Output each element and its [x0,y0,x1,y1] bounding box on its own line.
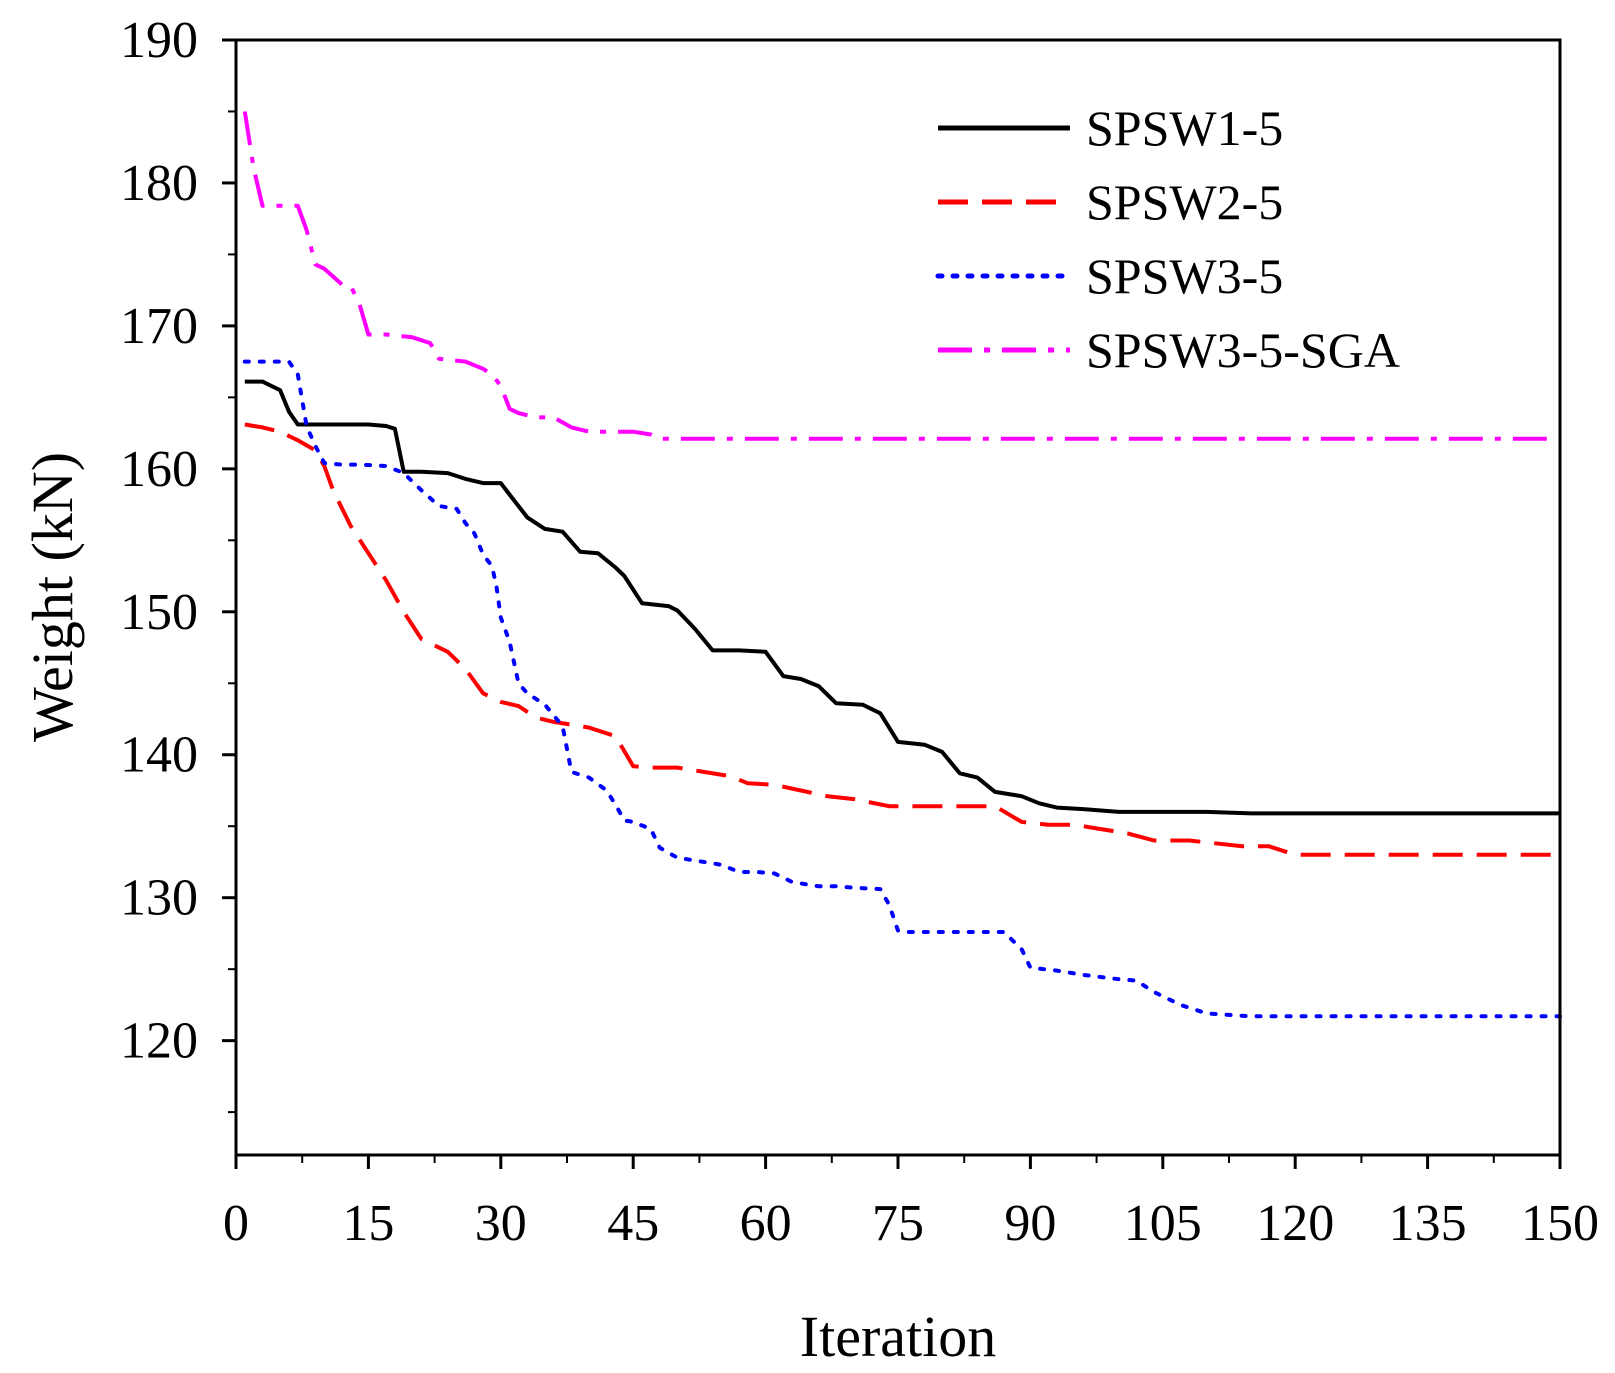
x-tick-label: 60 [740,1195,792,1252]
x-tick-label: 105 [1124,1195,1202,1252]
y-tick-label: 190 [120,12,198,69]
x-tick-label: 150 [1521,1195,1599,1252]
x-tick-label: 15 [342,1195,394,1252]
x-tick-label: 75 [872,1195,924,1252]
series-line-spsw1-5 [244,379,1560,816]
ticks-layer: 0 15 30 45 60 75 90 105 120 135 150 120 130 140 150 160… [120,12,1599,1252]
y-axis-title: Weight (kN) [20,452,85,742]
y-tick-label: 120 [120,1013,198,1070]
y-tick-label: 170 [120,298,198,355]
legend-label-spsw3-5: SPSW3-5 [1086,248,1283,304]
legend: SPSW1-5 SPSW2-5 SPSW3-5 SPSW3-5-SGA [935,100,1400,378]
y-tick-label: 160 [120,441,198,498]
legend-label-spsw3-5-sga: SPSW3-5-SGA [1086,322,1400,378]
y-tick-label: 140 [120,727,198,784]
legend-label-spsw1-5: SPSW1-5 [1086,100,1283,156]
x-tick-label: 120 [1256,1195,1334,1252]
y-tick-label: 130 [120,870,198,927]
y-tick-label: 150 [120,584,198,641]
x-tick-label: 30 [475,1195,527,1252]
x-tick-label: 90 [1004,1195,1056,1252]
series-layer [242,111,1562,1019]
x-tick-label: 135 [1389,1195,1467,1252]
x-tick-label: 0 [223,1195,249,1252]
x-tick-label: 45 [607,1195,659,1252]
series-line-spsw3-5-sga [242,111,1560,441]
x-axis-title: Iteration [800,1304,996,1369]
y-tick-label: 180 [120,155,198,212]
series-line-spsw3-5 [242,359,1562,1019]
legend-label-spsw2-5: SPSW2-5 [1086,174,1283,230]
series-line-spsw2-5 [244,422,1560,857]
